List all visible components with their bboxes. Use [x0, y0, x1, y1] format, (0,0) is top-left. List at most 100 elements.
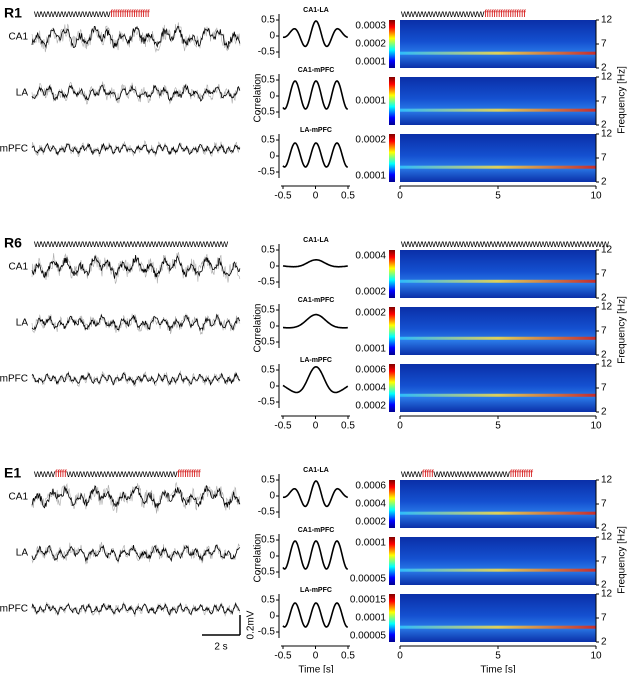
spectrogram — [400, 537, 596, 585]
y-tick-label: 0.5 — [261, 15, 275, 26]
colorbar-tick-label: 0.00005 — [350, 574, 387, 585]
y-tick-label: 0.5 — [261, 365, 275, 376]
state-segment: fffff — [55, 469, 67, 480]
colorbar — [389, 480, 395, 528]
state-segment: fffff — [422, 469, 434, 480]
freq-tick-label: 7 — [601, 556, 607, 567]
y-tick-label: -0.5 — [258, 47, 276, 58]
trace-label: mPFC — [0, 144, 28, 155]
freq-tick-label: 7 — [601, 613, 607, 624]
x-tick-label: 0 — [397, 651, 403, 662]
colorbar-tick-label: 0.0002 — [355, 517, 386, 528]
y-tick-label: 0.5 — [261, 135, 275, 146]
colorbar — [389, 537, 395, 585]
corr-title: LA-mPFC — [300, 357, 332, 364]
state-letters: wwwfffffwwwwwwwwwwwffffffffff — [400, 469, 533, 480]
corr-title: LA-mPFC — [300, 587, 332, 594]
trace-label: mPFC — [0, 604, 28, 615]
spectrogram — [400, 250, 596, 298]
scale-label: 2 s — [214, 642, 227, 653]
state-letters: wwwwwwwwwwwwffffffffffffffffff — [400, 9, 526, 20]
colorbar — [389, 250, 395, 298]
freq-tick-label: 2 — [601, 120, 607, 131]
freq-tick-label: 7 — [601, 326, 607, 337]
colorbar-tick-label: 0.0002 — [355, 135, 386, 146]
state-letters: wwwwwwwwwwwfffffffffffffffff — [33, 9, 150, 20]
corr-title: CA1-mPFC — [298, 67, 335, 74]
state-segment: wwwwwwwwwwww — [400, 9, 485, 20]
freq-tick-label: 12 — [601, 15, 613, 26]
power-band — [400, 393, 596, 397]
y-tick-label: 0.5 — [261, 595, 275, 606]
colorbar-tick-label: 0.0001 — [355, 96, 386, 107]
y-tick-label: 0.5 — [261, 535, 275, 546]
x-tick-label: 10 — [590, 651, 602, 662]
x-tick-label: 0 — [397, 421, 403, 432]
power-band — [400, 568, 596, 572]
trace-raw — [31, 370, 241, 388]
corr-curve — [283, 313, 348, 329]
colorbar-tick-label: 0.00015 — [350, 595, 387, 606]
y-tick-label: -0.5 — [258, 337, 276, 348]
freq-tick-label: 12 — [601, 129, 613, 140]
trace-filtered — [31, 25, 241, 50]
panel-label: E1 — [4, 465, 21, 481]
x-tick-label: 0 — [397, 191, 403, 202]
y-tick-label: 0 — [269, 321, 275, 332]
y-tick-label: 0.5 — [261, 245, 275, 256]
x-tick-label: -0.5 — [274, 191, 292, 202]
trace-filtered — [31, 313, 241, 332]
power-band — [400, 51, 596, 55]
freq-tick-label: 2 — [601, 637, 607, 648]
freq-tick-label: 7 — [601, 269, 607, 280]
state-segment: wwwwwwwwwwwwwwwwwwwwwwwwwwww — [33, 239, 229, 250]
freq-tick-label: 12 — [601, 359, 613, 370]
y-axis-label: Frequency [Hz] — [617, 296, 628, 364]
spectrogram — [400, 594, 596, 642]
y-axis-label: Frequency [Hz] — [617, 66, 628, 134]
freq-tick-label: 7 — [601, 383, 607, 394]
state-segment: wwwwwwwwwwwwwwwwwwwwwwwwwwwwww — [400, 239, 610, 250]
state-segment: wwwwwwwwwww — [33, 9, 111, 20]
colorbar-tick-label: 0.0002 — [355, 401, 386, 412]
y-tick-label: -0.5 — [258, 627, 276, 638]
corr-title: CA1-mPFC — [298, 527, 335, 534]
corr-curve — [282, 480, 348, 508]
x-axis-label: Time [s] — [480, 665, 515, 673]
freq-tick-label: 2 — [601, 580, 607, 591]
power-band — [400, 165, 596, 169]
x-tick-label: 10 — [590, 421, 602, 432]
trace-filtered — [31, 142, 241, 156]
trace-filtered — [31, 485, 241, 509]
colorbar-tick-label: 0.0001 — [355, 613, 386, 624]
freq-tick-label: 12 — [601, 589, 613, 600]
corr-title: CA1-LA — [303, 467, 329, 474]
corr-curve — [282, 80, 348, 110]
colorbar-tick-label: 0.00005 — [350, 631, 387, 642]
colorbar-tick-label: 0.0001 — [355, 171, 386, 182]
state-segment: wwwwwwwwwwwwwwww — [65, 469, 178, 480]
y-tick-label: -0.5 — [258, 397, 276, 408]
x-tick-label: 0.5 — [341, 191, 355, 202]
y-tick-label: 0 — [269, 31, 275, 42]
freq-tick-label: 12 — [601, 302, 613, 313]
state-segment: www — [33, 469, 56, 480]
y-tick-label: -0.5 — [258, 167, 276, 178]
colorbar — [389, 307, 395, 355]
spectrogram — [400, 307, 596, 355]
y-tick-label: 0 — [269, 151, 275, 162]
trace-filtered — [31, 84, 241, 102]
trace-label: CA1 — [9, 262, 29, 273]
freq-tick-label: 7 — [601, 39, 607, 50]
trace-label: LA — [16, 318, 29, 329]
state-segment: ffffffffffffffffff — [484, 9, 526, 20]
x-tick-label: 0 — [313, 421, 319, 432]
trace-filtered — [31, 602, 240, 616]
x-axis-label: Time [s] — [298, 665, 333, 673]
trace-filtered — [31, 254, 241, 279]
colorbar-tick-label: 0.0003 — [355, 21, 386, 32]
colorbar — [389, 134, 395, 182]
spectrogram — [400, 480, 596, 528]
trace-raw — [31, 22, 241, 53]
y-tick-label: 0 — [269, 261, 275, 272]
